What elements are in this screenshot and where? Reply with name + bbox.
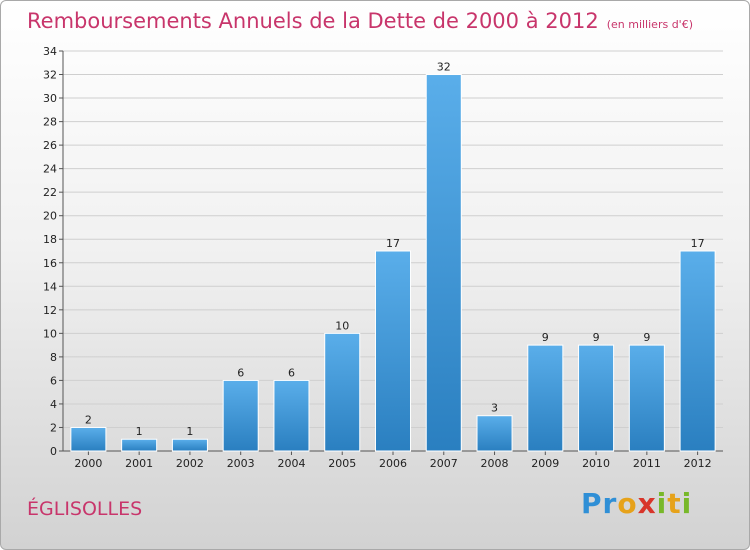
data-label-2004: 6 <box>288 366 295 379</box>
bar-2012 <box>679 250 716 452</box>
y-tick-label: 20 <box>43 210 57 223</box>
proxiti-logo: Proxiti <box>581 487 693 520</box>
chart-title: Remboursements Annuels de la Dette de 20… <box>27 9 693 33</box>
data-label-2006: 17 <box>386 237 400 250</box>
bar-2002 <box>171 438 208 452</box>
data-label-2002: 1 <box>186 425 193 438</box>
x-tick-label-2004: 2004 <box>277 457 305 470</box>
y-tick-label: 6 <box>50 374 57 387</box>
y-tick-label: 10 <box>43 327 57 340</box>
y-tick-label: 34 <box>43 45 57 58</box>
data-label-2008: 3 <box>491 402 498 415</box>
bar-2007 <box>425 74 462 452</box>
chart-unit: (en milliers d'€) <box>606 18 693 31</box>
data-label-2005: 10 <box>335 319 349 332</box>
bar-2009 <box>527 344 564 452</box>
data-label-2012: 17 <box>691 237 705 250</box>
x-tick-label-2001: 2001 <box>125 457 153 470</box>
data-label-2009: 9 <box>542 331 549 344</box>
labels: 0246810121416182022242628303234220001200… <box>43 45 712 470</box>
y-tick-label: 0 <box>50 445 57 458</box>
y-tick-label: 4 <box>50 398 57 411</box>
bar-2008 <box>476 415 513 452</box>
x-tick-label-2011: 2011 <box>633 457 661 470</box>
bar-2000 <box>70 426 107 452</box>
x-tick-label-2006: 2006 <box>379 457 407 470</box>
y-tick-label: 18 <box>43 233 57 246</box>
y-tick-label: 16 <box>43 257 57 270</box>
x-tick-label-2005: 2005 <box>328 457 356 470</box>
y-tick-label: 12 <box>43 304 57 317</box>
x-tick-label-2000: 2000 <box>74 457 102 470</box>
bar-2010 <box>578 344 615 452</box>
data-label-2001: 1 <box>136 425 143 438</box>
x-tick-label-2009: 2009 <box>531 457 559 470</box>
bar-2004 <box>273 379 310 452</box>
data-label-2010: 9 <box>593 331 600 344</box>
y-tick-label: 24 <box>43 163 57 176</box>
x-tick-label-2003: 2003 <box>227 457 255 470</box>
x-tick-label-2012: 2012 <box>684 457 712 470</box>
commune-name: ÉGLISOLLES <box>27 498 143 520</box>
x-tick-label-2007: 2007 <box>430 457 458 470</box>
y-tick-label: 28 <box>43 116 57 129</box>
y-tick-label: 14 <box>43 280 57 293</box>
data-label-2007: 32 <box>437 61 451 74</box>
y-tick-label: 8 <box>50 351 57 364</box>
bar-2006 <box>374 250 412 452</box>
chart-title-text: Remboursements Annuels de la Dette de 20… <box>27 9 599 33</box>
x-tick-label-2008: 2008 <box>481 457 509 470</box>
x-tick-label-2010: 2010 <box>582 457 610 470</box>
y-tick-label: 22 <box>43 186 57 199</box>
bar-2005 <box>324 332 361 452</box>
bars <box>70 74 716 452</box>
y-tick-label: 26 <box>43 139 57 152</box>
y-tick-label: 32 <box>43 69 57 82</box>
bar-2011 <box>628 344 665 452</box>
bar-2003 <box>222 379 259 452</box>
bar-2001 <box>121 438 158 452</box>
data-label-2000: 2 <box>85 413 92 426</box>
y-tick-label: 30 <box>43 92 57 105</box>
data-label-2011: 9 <box>643 331 650 344</box>
data-label-2003: 6 <box>237 366 244 379</box>
y-tick-label: 2 <box>50 421 57 434</box>
x-tick-label-2002: 2002 <box>176 457 204 470</box>
